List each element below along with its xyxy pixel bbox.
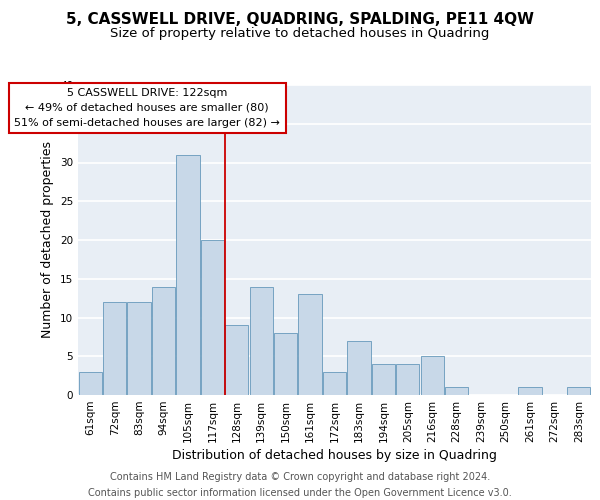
Y-axis label: Number of detached properties: Number of detached properties [41,142,55,338]
Bar [298,294,322,395]
Bar [201,240,224,395]
Bar [323,372,346,395]
Bar [567,387,590,395]
Bar [347,341,371,395]
Bar [421,356,444,395]
Bar [79,372,102,395]
Bar [445,387,468,395]
Bar [176,155,200,395]
Bar [518,387,542,395]
Bar [152,286,175,395]
X-axis label: Distribution of detached houses by size in Quadring: Distribution of detached houses by size … [172,449,497,462]
Bar [103,302,126,395]
Text: Size of property relative to detached houses in Quadring: Size of property relative to detached ho… [110,28,490,40]
Text: 5, CASSWELL DRIVE, QUADRING, SPALDING, PE11 4QW: 5, CASSWELL DRIVE, QUADRING, SPALDING, P… [66,12,534,28]
Text: 5 CASSWELL DRIVE: 122sqm
← 49% of detached houses are smaller (80)
51% of semi-d: 5 CASSWELL DRIVE: 122sqm ← 49% of detach… [14,88,280,128]
Bar [127,302,151,395]
Text: Contains HM Land Registry data © Crown copyright and database right 2024.: Contains HM Land Registry data © Crown c… [110,472,490,482]
Bar [372,364,395,395]
Bar [250,286,273,395]
Text: Contains public sector information licensed under the Open Government Licence v3: Contains public sector information licen… [88,488,512,498]
Bar [274,333,297,395]
Bar [225,325,248,395]
Bar [396,364,419,395]
